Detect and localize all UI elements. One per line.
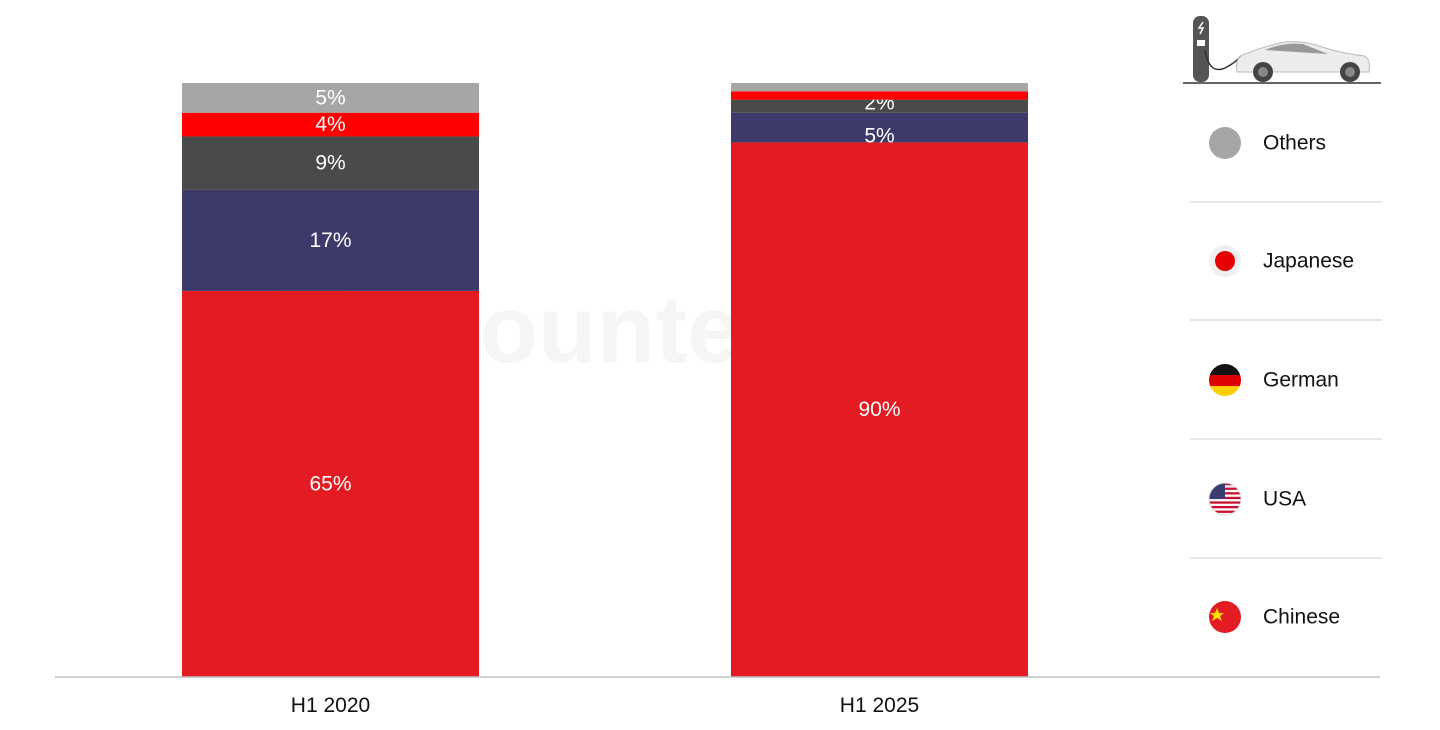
bar-segment-japanese: [182, 112, 479, 137]
data-label: 5%: [315, 86, 345, 109]
bar-segment-german: [731, 99, 1028, 113]
legend-item-usa: USA: [1208, 482, 1306, 516]
china-flag-icon: [1209, 601, 1241, 633]
bar-segment-german: [182, 136, 479, 190]
data-label: 5%: [864, 125, 894, 148]
bar-segment-usa: [731, 112, 1028, 143]
legend-label: Japanese: [1263, 250, 1354, 273]
bar-segment-usa: [182, 189, 479, 291]
legend-label: Others: [1263, 132, 1326, 155]
x-tick-label: H1 2020: [291, 694, 370, 717]
data-label: 17%: [309, 229, 351, 252]
data-label: 4%: [315, 113, 345, 136]
bar-segment-chinese: [731, 142, 1028, 677]
legend-item-german: German: [1209, 364, 1339, 396]
bar-segment-chinese: [182, 290, 479, 677]
usa-flag-icon: [1208, 482, 1242, 516]
germany-flag-icon: [1209, 364, 1241, 396]
gray-circle-icon: [1209, 127, 1241, 159]
data-label: 9%: [315, 152, 345, 175]
data-label: 90%: [858, 398, 900, 421]
x-tick-label: H1 2025: [840, 694, 919, 717]
legend-item-japanese: Japanese: [1209, 245, 1354, 277]
legend-label: German: [1263, 369, 1339, 392]
data-label: 65%: [309, 472, 351, 495]
bar-segment-japanese: [731, 91, 1028, 100]
bar-segment-others: [182, 83, 479, 113]
legend-item-others: Others: [1209, 127, 1326, 159]
ev-charging-car-icon: [1183, 16, 1381, 84]
legend-label: USA: [1263, 488, 1306, 511]
japan-flag-icon: [1209, 245, 1241, 277]
bar-segment-others: [731, 83, 1028, 92]
legend-label: Chinese: [1263, 606, 1340, 629]
legend-item-chinese: Chinese: [1209, 601, 1340, 633]
